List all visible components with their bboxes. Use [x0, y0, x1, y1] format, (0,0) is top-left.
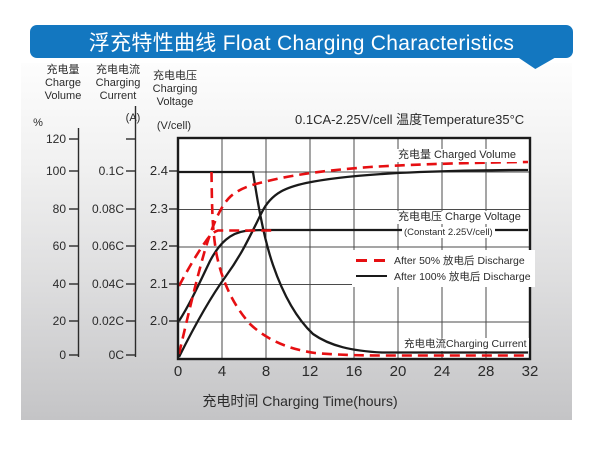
x-tick: 20 [389, 363, 407, 380]
x-axis-title: 充电时间 Charging Time(hours) [202, 393, 398, 409]
plot-border [176, 136, 532, 361]
voltage-tick: 2.3 [149, 201, 168, 216]
current-axis-unit: (A) [125, 112, 141, 124]
curve-voltage-100 [178, 228, 528, 322]
charge-voltage-label: 充电电压 Charge Voltage [396, 211, 523, 224]
curve-volume-100 [177, 168, 529, 358]
volume-tick: 0 [59, 348, 66, 362]
legend-red-dashed-line-icon [356, 258, 387, 262]
current-tick: 0.08C [91, 202, 124, 216]
page-title: 浮充特性曲线 Float Charging Characteristics [88, 31, 515, 55]
volume-axis-header: 充电量 Charge Volume [44, 64, 82, 102]
voltage-axis-ticks [169, 170, 177, 322]
x-tick: 28 [477, 363, 495, 380]
black-curves-after-100-discharge [177, 168, 529, 358]
voltage-tick: 2.0 [149, 313, 168, 328]
volume-tick: 40 [52, 277, 66, 291]
legend-item-100-discharge: After 100% 放电后 Discharge [356, 268, 531, 284]
volume-tick: 80 [52, 202, 66, 216]
x-tick: 16 [345, 363, 363, 380]
curve-voltage-50 [177, 229, 274, 287]
voltage-tick: 2.4 [149, 163, 168, 178]
legend: After 50% 放电后 Discharge After 100% 放电后 D… [352, 250, 535, 287]
current-tick: 0C [108, 348, 124, 362]
charged-volume-label: 充电量 Charged Volume [396, 149, 518, 162]
x-tick: 8 [261, 363, 271, 380]
current-tick: 0.1C [98, 164, 124, 178]
x-tick: 4 [217, 363, 227, 380]
x-tick: 24 [433, 363, 451, 380]
volume-tick: 120 [45, 132, 66, 146]
charging-current-label: 充电电流Charging Current [402, 338, 529, 351]
x-tick: 0 [173, 363, 183, 380]
voltage-axis-header: 充电电压 Charging Voltage [152, 70, 198, 108]
current-axis-header: 充电电流 Charging Current [95, 64, 141, 102]
legend-black-solid-line-icon [356, 275, 387, 277]
curve-volume-50 [177, 160, 529, 355]
curve-current-100 [179, 170, 528, 354]
charge-voltage-sub-label: (Constant 2.25V/cell) [402, 227, 495, 238]
volume-tick: 60 [52, 239, 66, 253]
test-conditions-annotation: 0.1CA-2.25V/cell 温度Temperature35°C [295, 112, 525, 127]
x-tick: 12 [301, 363, 319, 380]
volume-axis-ruler [69, 128, 80, 357]
x-tick: 32 [521, 363, 539, 380]
current-tick: 0.02C [91, 314, 124, 328]
volume-tick: 20 [52, 314, 66, 328]
current-tick: 0.06C [91, 239, 124, 253]
title-banner: 浮充特性曲线 Float Charging Characteristics [30, 25, 573, 58]
voltage-tick: 2.1 [149, 276, 168, 291]
voltage-axis-unit: (V/cell) [156, 120, 192, 132]
current-tick: 0.04C [91, 277, 124, 291]
current-axis-ruler [126, 106, 137, 357]
voltage-tick: 2.2 [149, 238, 168, 253]
volume-tick: 100 [45, 164, 66, 178]
legend-item-50-discharge: After 50% 放电后 Discharge [356, 252, 531, 268]
red-curves-after-50-discharge [177, 160, 529, 357]
volume-axis-unit: % [33, 117, 43, 129]
